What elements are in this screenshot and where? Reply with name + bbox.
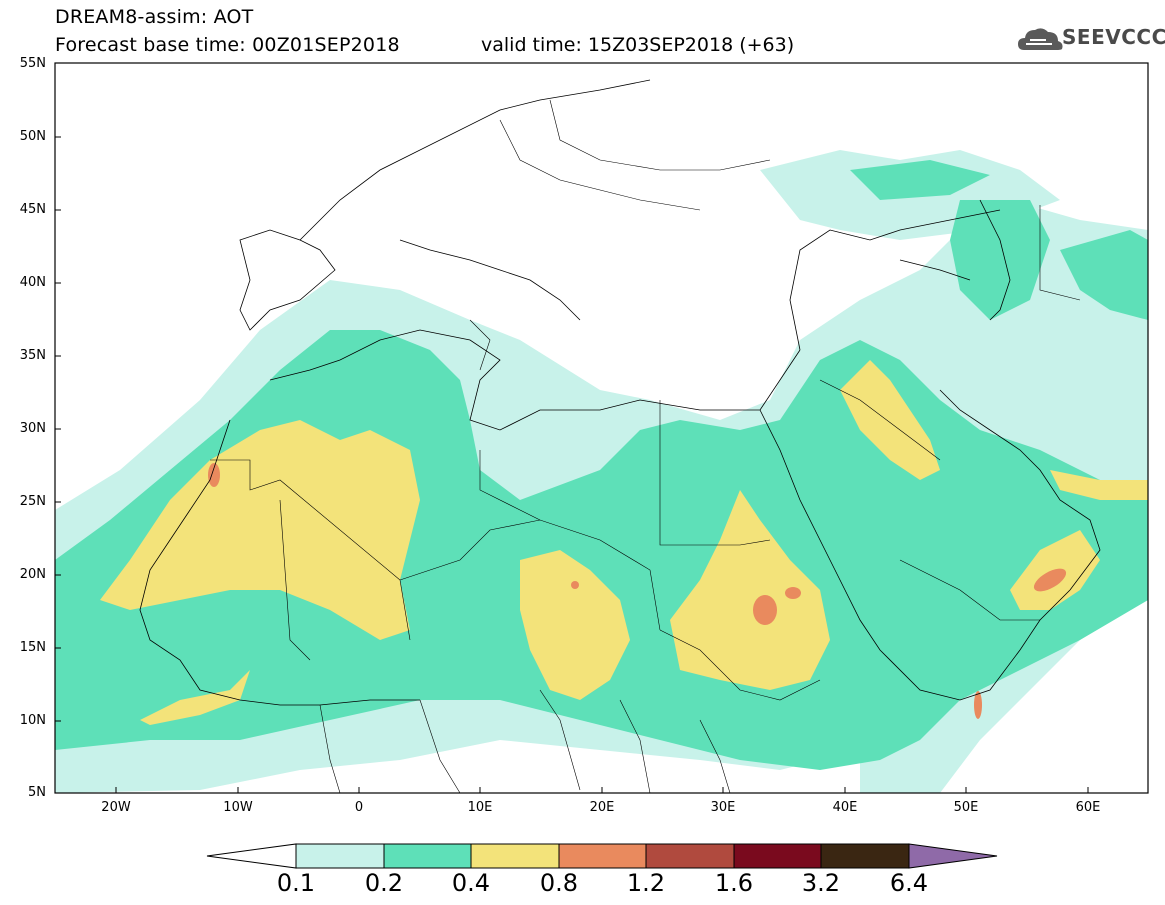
colorbar-label: 1.6 — [714, 869, 754, 897]
aot-band-0-4-guinea — [140, 670, 250, 725]
seevccc-logo: SEEVCCC — [1062, 25, 1165, 49]
aot-band-0-2-east — [1060, 230, 1148, 320]
aot-band-0-8-spot — [1033, 568, 1067, 592]
aot-band-0-4-chad — [520, 550, 630, 700]
lat-label: 50N — [19, 129, 46, 144]
lat-label: 45N — [19, 202, 46, 217]
aot-band-0-8-spot — [208, 463, 220, 487]
coastlines — [139, 79, 1101, 706]
colorbar-label: 3.2 — [801, 869, 841, 897]
colorbar-label: 0.4 — [451, 869, 491, 897]
aot-band-0-2-caspian — [950, 200, 1050, 320]
aot-band-0-8-spot — [974, 691, 982, 719]
lat-label: 30N — [19, 421, 46, 436]
colorbar-label: 6.4 — [889, 869, 929, 897]
aot-band-0-8-spot — [571, 581, 579, 589]
lon-label: 20W — [101, 800, 131, 815]
lat-label: 55N — [19, 56, 46, 71]
lat-label: 40N — [19, 275, 46, 290]
lon-label: 40E — [832, 800, 858, 815]
lon-label: 30E — [710, 800, 736, 815]
lon-label: 10E — [467, 800, 493, 815]
lat-label: 5N — [28, 785, 46, 800]
colorbar-label: 1.2 — [626, 869, 666, 897]
cloud-icon — [1018, 28, 1063, 50]
lon-label: 10W — [223, 800, 253, 815]
lat-label: 35N — [19, 348, 46, 363]
colorbar-label: 0.1 — [276, 869, 316, 897]
aot-band-0-4-sudan — [670, 490, 830, 690]
aot-band-0-8-spot — [753, 595, 777, 625]
lon-label: 50E — [953, 800, 979, 815]
aot-contours — [55, 150, 1148, 793]
lat-label: 20N — [19, 567, 46, 582]
colorbar-label: 0.8 — [539, 869, 579, 897]
country-borders — [210, 99, 1081, 793]
lon-label: 0 — [354, 800, 364, 815]
lat-label: 25N — [19, 494, 46, 509]
valid-time: valid time: 15Z03SEP2018 (+63) — [481, 34, 795, 56]
lat-label: 15N — [19, 640, 46, 655]
aot-band-0-2-north — [850, 160, 990, 200]
map-title: DREAM8-assim: AOT — [55, 6, 254, 28]
forecast-base-time: Forecast base time: 00Z01SEP2018 — [55, 34, 400, 56]
aot-band-0-4-iraq — [840, 360, 940, 480]
lon-label: 60E — [1075, 800, 1101, 815]
aot-band-0-4-west — [100, 420, 420, 640]
aot-band-0-4-arabia — [1050, 470, 1148, 500]
lon-label: 20E — [589, 800, 615, 815]
aot-band-0-8-spot — [785, 587, 801, 599]
colorbar-label: 0.2 — [364, 869, 404, 897]
map-ticks — [55, 136, 1089, 793]
lat-label: 10N — [19, 713, 46, 728]
